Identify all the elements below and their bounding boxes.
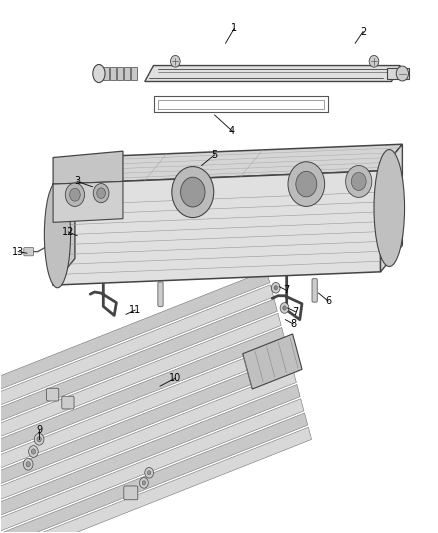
Polygon shape	[103, 67, 110, 80]
Text: 4: 4	[229, 126, 235, 136]
Text: 3: 3	[74, 176, 80, 187]
Text: 11: 11	[129, 305, 141, 315]
Polygon shape	[243, 334, 302, 389]
Ellipse shape	[44, 181, 71, 288]
Circle shape	[369, 55, 379, 67]
FancyBboxPatch shape	[74, 229, 86, 240]
FancyBboxPatch shape	[124, 486, 138, 500]
Circle shape	[172, 166, 214, 217]
FancyBboxPatch shape	[312, 279, 317, 302]
Ellipse shape	[374, 150, 405, 266]
Circle shape	[37, 437, 41, 442]
Circle shape	[26, 462, 30, 467]
Polygon shape	[0, 327, 285, 471]
Polygon shape	[0, 356, 293, 499]
Polygon shape	[117, 67, 124, 80]
Text: 13: 13	[12, 247, 24, 256]
Circle shape	[180, 177, 205, 207]
FancyBboxPatch shape	[62, 396, 74, 409]
Circle shape	[296, 171, 317, 197]
Circle shape	[283, 306, 286, 310]
Text: 9: 9	[36, 425, 42, 435]
Circle shape	[396, 66, 409, 81]
Polygon shape	[387, 68, 409, 79]
FancyBboxPatch shape	[46, 388, 59, 401]
Text: 6: 6	[325, 296, 331, 306]
Polygon shape	[0, 342, 289, 486]
Circle shape	[65, 183, 85, 206]
Polygon shape	[53, 171, 381, 285]
Polygon shape	[0, 299, 277, 442]
Circle shape	[280, 303, 289, 313]
Circle shape	[288, 162, 325, 206]
Circle shape	[346, 165, 372, 197]
Polygon shape	[0, 370, 297, 514]
Polygon shape	[124, 67, 131, 80]
Text: 8: 8	[290, 319, 296, 329]
Text: 10: 10	[169, 373, 181, 383]
Polygon shape	[53, 181, 123, 222]
Polygon shape	[145, 66, 400, 82]
Circle shape	[140, 478, 148, 488]
Circle shape	[274, 286, 278, 290]
Text: 12: 12	[62, 227, 74, 237]
Circle shape	[97, 188, 106, 198]
Circle shape	[272, 282, 280, 293]
FancyBboxPatch shape	[24, 247, 33, 256]
Circle shape	[351, 172, 366, 190]
Circle shape	[28, 446, 38, 457]
Text: 5: 5	[212, 150, 218, 160]
Text: 7: 7	[292, 306, 299, 317]
Polygon shape	[0, 384, 300, 528]
Circle shape	[170, 55, 180, 67]
Polygon shape	[0, 413, 308, 533]
Circle shape	[142, 481, 146, 485]
Polygon shape	[0, 271, 270, 414]
Polygon shape	[381, 144, 403, 272]
Circle shape	[31, 449, 35, 454]
Circle shape	[34, 433, 44, 445]
FancyBboxPatch shape	[158, 282, 163, 306]
Text: 7: 7	[283, 286, 290, 295]
Polygon shape	[53, 144, 403, 184]
Polygon shape	[53, 151, 123, 184]
Polygon shape	[0, 399, 304, 533]
Polygon shape	[0, 427, 311, 533]
Polygon shape	[53, 158, 75, 285]
Ellipse shape	[93, 64, 105, 83]
Text: 1: 1	[231, 23, 237, 34]
Circle shape	[23, 458, 33, 470]
Text: 2: 2	[360, 27, 366, 37]
Circle shape	[93, 183, 109, 203]
Circle shape	[70, 188, 80, 201]
Polygon shape	[131, 67, 138, 80]
Polygon shape	[110, 67, 117, 80]
Circle shape	[148, 471, 151, 475]
Polygon shape	[0, 313, 281, 457]
Circle shape	[145, 467, 153, 478]
Polygon shape	[0, 285, 274, 429]
